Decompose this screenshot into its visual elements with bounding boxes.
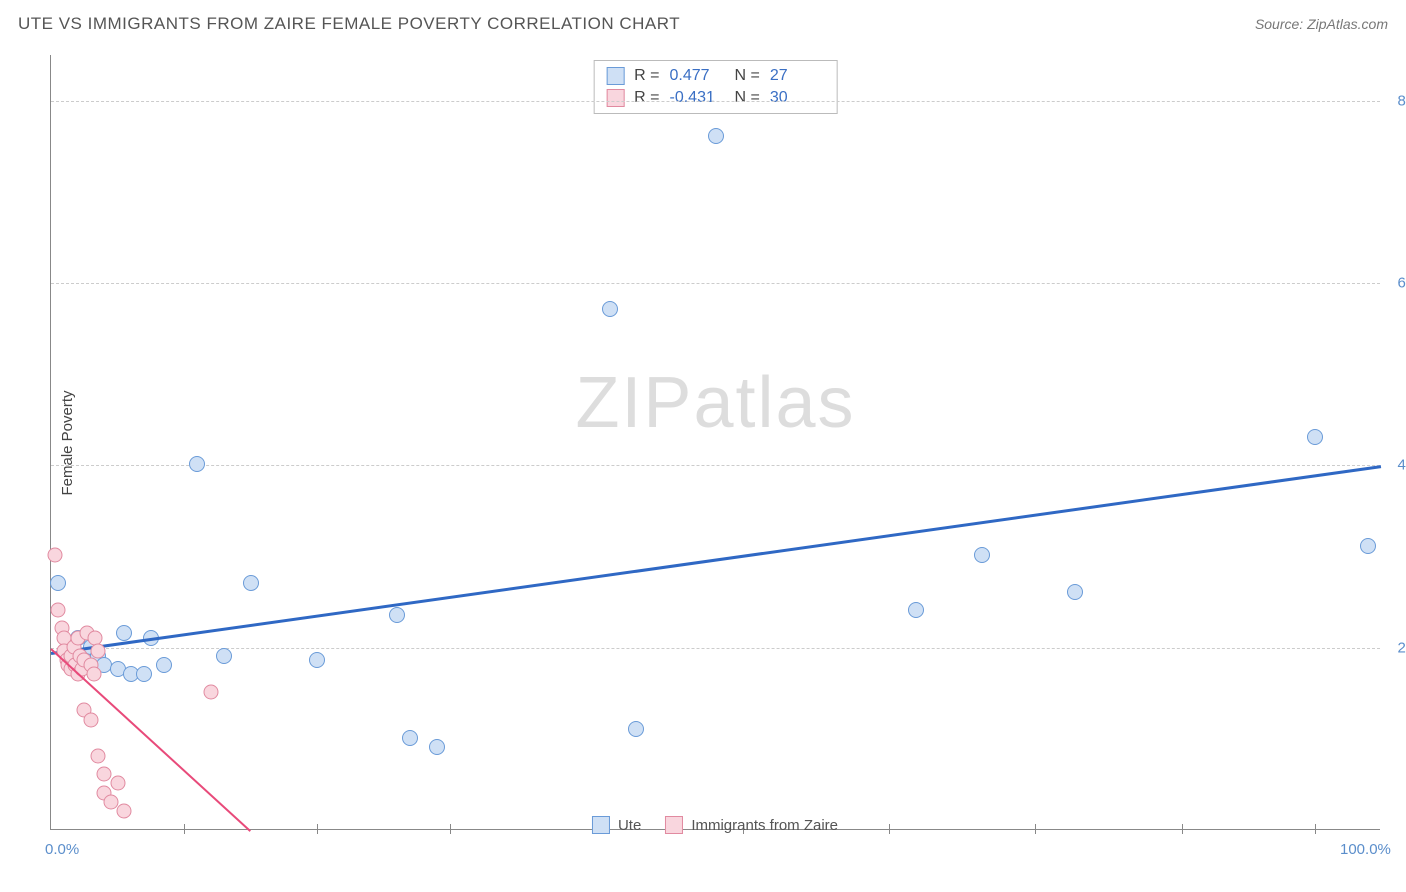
stat-r-label: R = xyxy=(634,67,659,85)
stat-n-value: 30 xyxy=(770,89,825,107)
data-point xyxy=(116,625,132,641)
y-tick-label: 20.0% xyxy=(1397,639,1406,656)
data-point xyxy=(1360,538,1376,554)
data-point xyxy=(50,575,66,591)
data-point xyxy=(83,712,98,727)
data-point xyxy=(47,548,62,563)
chart-container: Female Poverty ZIPatlas R =0.477N =27R =… xyxy=(50,55,1380,830)
y-tick-label: 80.0% xyxy=(1397,92,1406,109)
legend-stat-row: R = -0.431 N = 30 xyxy=(606,87,825,109)
x-tick-mark xyxy=(1035,824,1036,834)
legend-stat-row: R = 0.477 N = 27 xyxy=(606,65,825,87)
legend-swatch xyxy=(606,67,624,85)
gridline xyxy=(51,648,1380,649)
data-point xyxy=(1067,584,1083,600)
chart-header: UTE VS IMMIGRANTS FROM ZAIRE FEMALE POVE… xyxy=(18,14,1388,34)
stat-n-value: 27 xyxy=(770,67,825,85)
x-tick-mark xyxy=(450,824,451,834)
gridline xyxy=(51,465,1380,466)
stat-r-value: 0.477 xyxy=(670,67,725,85)
legend-label: Ute xyxy=(618,817,641,834)
data-point xyxy=(1307,429,1323,445)
legend-correlation-stats: R = 0.477 N = 27 R = -0.431 N = 30 xyxy=(593,60,838,114)
data-point xyxy=(708,128,724,144)
x-tick-label: 100.0% xyxy=(1340,841,1391,858)
legend-item: Ute xyxy=(592,816,641,834)
stat-n-label: N = xyxy=(735,89,760,107)
legend-label: Immigrants from Zaire xyxy=(691,817,838,834)
data-point xyxy=(136,666,152,682)
data-point xyxy=(110,776,125,791)
data-point xyxy=(429,739,445,755)
data-point xyxy=(103,794,118,809)
data-point xyxy=(602,301,618,317)
watermark-atlas: atlas xyxy=(693,363,855,443)
data-point xyxy=(156,657,172,673)
data-point xyxy=(309,652,325,668)
data-point xyxy=(203,685,218,700)
data-point xyxy=(402,730,418,746)
data-point xyxy=(86,667,101,682)
data-point xyxy=(389,607,405,623)
stat-n-label: N = xyxy=(735,67,760,85)
x-tick-mark xyxy=(317,824,318,834)
x-tick-mark xyxy=(889,824,890,834)
data-point xyxy=(90,749,105,764)
gridline xyxy=(51,283,1380,284)
data-point xyxy=(628,721,644,737)
trend-line xyxy=(51,465,1381,654)
watermark: ZIPatlas xyxy=(575,362,855,444)
plot-area: ZIPatlas R =0.477N =27R =-0.431N =30 20.… xyxy=(50,55,1380,830)
data-point xyxy=(189,456,205,472)
chart-source: Source: ZipAtlas.com xyxy=(1255,16,1388,32)
legend-series: Ute Immigrants from Zaire xyxy=(592,816,838,834)
legend-swatch xyxy=(665,816,683,834)
x-tick-mark xyxy=(1315,824,1316,834)
data-point xyxy=(974,547,990,563)
data-point xyxy=(90,644,105,659)
watermark-zip: ZIP xyxy=(575,363,693,443)
data-point xyxy=(117,803,132,818)
legend-item: Immigrants from Zaire xyxy=(665,816,838,834)
x-tick-mark xyxy=(184,824,185,834)
data-point xyxy=(908,602,924,618)
legend-swatch xyxy=(606,89,624,107)
data-point xyxy=(87,630,102,645)
y-tick-label: 40.0% xyxy=(1397,457,1406,474)
x-tick-mark xyxy=(1182,824,1183,834)
stat-r-label: R = xyxy=(634,89,659,107)
y-tick-label: 60.0% xyxy=(1397,274,1406,291)
data-point xyxy=(216,648,232,664)
x-tick-label: 0.0% xyxy=(45,841,79,858)
data-point xyxy=(97,767,112,782)
gridline xyxy=(51,101,1380,102)
data-point xyxy=(50,603,65,618)
legend-swatch xyxy=(592,816,610,834)
chart-title: UTE VS IMMIGRANTS FROM ZAIRE FEMALE POVE… xyxy=(18,14,680,34)
stat-r-value: -0.431 xyxy=(670,89,725,107)
data-point xyxy=(243,575,259,591)
